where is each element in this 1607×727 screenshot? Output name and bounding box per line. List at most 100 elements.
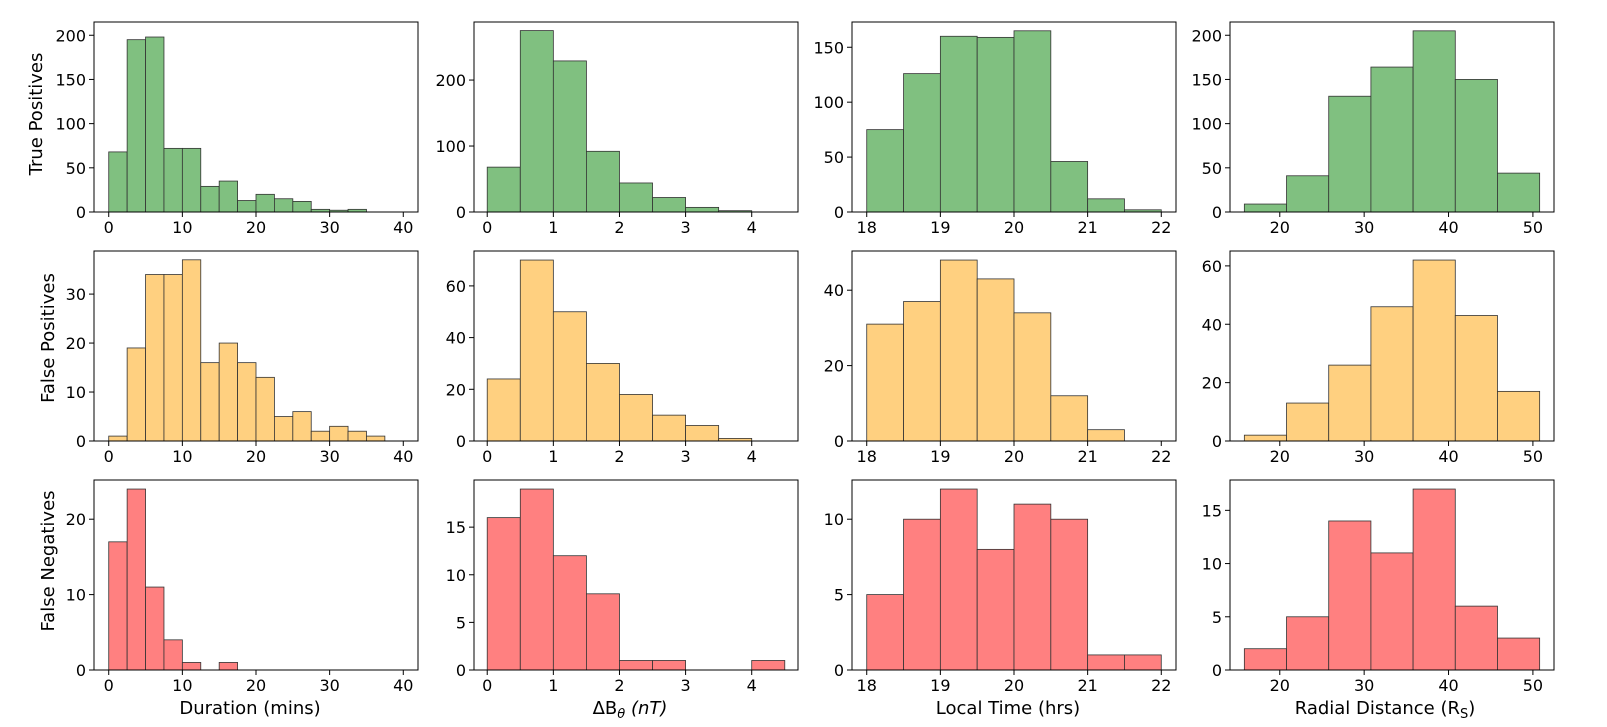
histogram-bar — [1050, 395, 1089, 442]
histogram-bar — [1243, 203, 1287, 213]
x-tick-label: 10 — [172, 218, 192, 237]
panel-false-positives-duration: 0 10 20 30 40 0 10 20 30 — [66, 250, 419, 466]
histogram-bar — [1087, 198, 1125, 213]
histogram-bar — [145, 586, 165, 671]
histogram-bar — [1328, 364, 1372, 442]
histogram-bar — [126, 39, 146, 213]
histogram-bar — [619, 182, 653, 213]
y-tick-label: 15 — [446, 518, 466, 537]
x-tick-label: 30 — [319, 676, 339, 695]
histogram-bar — [1412, 488, 1456, 671]
histogram-bar — [519, 259, 554, 442]
histogram-bar — [108, 541, 128, 671]
y-tick-label: 10 — [1202, 555, 1222, 574]
x-tick-label: 30 — [1354, 676, 1374, 695]
histogram-bar — [652, 197, 686, 213]
panel-true-positives-radial-distance: 20 30 40 50 0 50 100 150 200 — [1191, 21, 1555, 237]
x-tick-label: 21 — [1077, 676, 1097, 695]
histogram-bar — [939, 35, 978, 213]
histogram-bar — [163, 147, 183, 213]
histogram-bar — [274, 198, 294, 213]
histogram-bar — [163, 639, 183, 671]
x-tick-label: 40 — [1438, 676, 1458, 695]
x-tick-label: 20 — [1270, 676, 1290, 695]
x-tick-label: 0 — [104, 218, 114, 237]
histogram-bar — [1087, 429, 1125, 442]
histogram-bar — [1497, 390, 1541, 442]
histogram-bar — [652, 414, 686, 442]
histogram-bar — [939, 488, 978, 671]
row-label-true-positives: True Positives — [26, 53, 47, 177]
x-tick-label: 40 — [393, 447, 413, 466]
x-tick-label: 20 — [246, 218, 266, 237]
histogram-bar — [1412, 259, 1456, 442]
y-tick-label: 40 — [446, 329, 466, 348]
histogram-bar — [255, 376, 275, 442]
y-tick-label: 200 — [1191, 26, 1222, 45]
x-tick-label: 0 — [482, 447, 492, 466]
x-tick-label: 19 — [930, 218, 950, 237]
histogram-bar — [1370, 306, 1414, 442]
histogram-bar — [866, 594, 904, 671]
x-tick-label: 1 — [548, 218, 558, 237]
y-tick-label: 15 — [1202, 501, 1222, 520]
histogram-bar — [292, 411, 312, 442]
y-tick-label: 20 — [824, 357, 844, 376]
histogram-bar — [903, 518, 941, 671]
histogram-bar — [181, 662, 202, 671]
histogram-bar — [126, 488, 146, 671]
histogram-bar — [685, 206, 720, 213]
y-tick-label: 150 — [813, 38, 844, 57]
y-tick-label: 50 — [66, 159, 86, 178]
histogram-bar — [1050, 518, 1089, 671]
panel-false-positives-radial-distance: 20 30 40 50 0 20 40 60 — [1202, 250, 1555, 466]
y-tick-label: 0 — [834, 203, 844, 222]
x-tick-label: 4 — [747, 676, 757, 695]
x-tick-label: 20 — [246, 676, 266, 695]
histogram-bar — [145, 274, 165, 442]
y-tick-label: 0 — [1212, 432, 1222, 451]
axes-frame — [1229, 479, 1555, 671]
panel-true-positives-duration: 0 10 20 30 40 0 50 100 150 200 — [55, 21, 419, 237]
histogram-bar — [1243, 434, 1287, 442]
histogram-bar — [366, 435, 386, 442]
histogram-bar — [486, 517, 521, 671]
histogram-bar — [903, 301, 941, 442]
histogram-bar — [586, 363, 620, 442]
col-label-local-time: Local Time (hrs) — [936, 698, 1080, 719]
histogram-bar — [1497, 637, 1541, 671]
x-tick-label: 22 — [1151, 447, 1171, 466]
histogram-bar — [976, 36, 1015, 213]
x-tick-label: 2 — [614, 676, 624, 695]
x-tick-label: 4 — [747, 447, 757, 466]
x-tick-label: 0 — [482, 676, 492, 695]
x-tick-label: 30 — [319, 447, 339, 466]
y-tick-label: 5 — [834, 586, 844, 605]
histogram-bar — [329, 425, 349, 442]
histogram-bar — [939, 259, 978, 442]
x-tick-label: 18 — [857, 676, 877, 695]
y-tick-label: 150 — [55, 70, 86, 89]
histogram-bar — [1286, 616, 1330, 671]
x-tick-label: 20 — [1004, 218, 1024, 237]
histogram-bar — [1370, 66, 1414, 213]
histogram-bar — [1454, 605, 1498, 671]
y-tick-label: 0 — [456, 661, 466, 680]
histogram-bar — [1328, 520, 1372, 671]
histogram-bar — [237, 362, 257, 442]
y-tick-label: 20 — [66, 510, 86, 529]
histogram-bar — [552, 60, 587, 213]
x-tick-label: 40 — [393, 218, 413, 237]
histogram-bar — [274, 416, 294, 442]
col-label-duration: Duration (mins) — [179, 698, 320, 719]
row-label-false-negatives: False Negatives — [38, 490, 59, 631]
x-tick-label: 18 — [857, 218, 877, 237]
histogram-bar — [1412, 30, 1456, 213]
histogram-bar — [237, 200, 257, 213]
histogram-bar — [200, 362, 220, 442]
col-label-delta-b-theta: ΔBθ (nT) — [593, 698, 668, 722]
y-tick-label: 5 — [456, 613, 466, 632]
x-tick-label: 20 — [246, 447, 266, 466]
